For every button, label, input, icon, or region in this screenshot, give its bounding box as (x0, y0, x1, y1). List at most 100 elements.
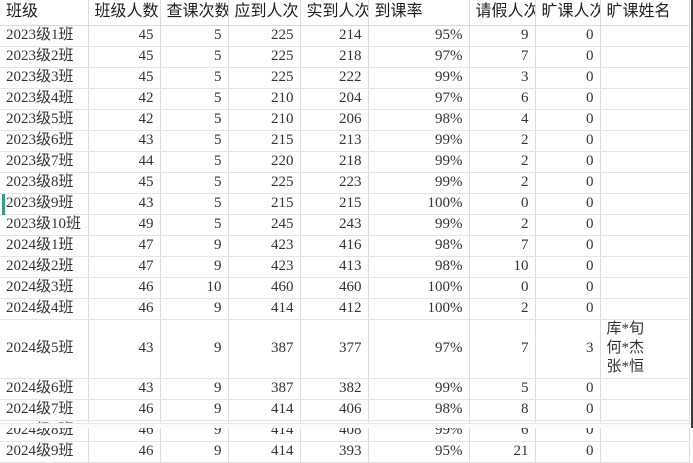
cell-checks[interactable]: 5 (160, 214, 229, 236)
cell-absent[interactable]: 0 (535, 172, 601, 194)
cell-class[interactable]: 2023级2班 (0, 46, 89, 68)
cell-names[interactable] (600, 193, 690, 215)
cell-size[interactable]: 43 (88, 319, 161, 379)
cell-absent[interactable]: 0 (535, 298, 601, 320)
cell-class[interactable]: 2023级9班 (0, 193, 89, 215)
cell-rate[interactable]: 100% (368, 298, 470, 320)
cell-absent[interactable]: 0 (535, 46, 601, 68)
cell-leave[interactable]: 7 (469, 319, 536, 379)
column-header-absent[interactable]: 旷课人次 (535, 0, 601, 26)
cell-checks[interactable]: 5 (160, 130, 229, 152)
table-row[interactable]: 2024级3班 46 10 460 460 100% 0 0 (0, 277, 690, 299)
table-row[interactable]: 2024级5班 43 9 387 377 97% 7 3 库*旬 何*杰 张*恒 (0, 319, 690, 379)
column-header-leave[interactable]: 请假人次 (469, 0, 536, 26)
cell-class[interactable]: 2024级7班 (0, 399, 89, 421)
cell-actual[interactable]: 223 (300, 172, 369, 194)
cell-checks[interactable]: 9 (160, 298, 229, 320)
cell-size[interactable]: 47 (88, 235, 161, 257)
cell-class[interactable]: 2023级8班 (0, 172, 89, 194)
cell-names[interactable] (600, 378, 690, 400)
cell-checks[interactable]: 5 (160, 46, 229, 68)
cell-actual[interactable]: 393 (300, 441, 369, 463)
cell-leave[interactable]: 7 (469, 46, 536, 68)
cell-absent[interactable]: 0 (535, 25, 601, 47)
cell-leave[interactable]: 2 (469, 172, 536, 194)
cell-leave[interactable]: 8 (469, 399, 536, 421)
cell-checks[interactable]: 5 (160, 109, 229, 131)
cell-leave[interactable]: 4 (469, 109, 536, 131)
cell-checks[interactable]: 9 (160, 399, 229, 421)
cell-expected[interactable]: 210 (228, 88, 301, 110)
cell-names[interactable] (600, 214, 690, 236)
cell-size[interactable]: 49 (88, 214, 161, 236)
cell-names[interactable] (600, 277, 690, 299)
cell-size[interactable]: 46 (88, 441, 161, 463)
cell-size[interactable]: 46 (88, 298, 161, 320)
cell-checks[interactable]: 5 (160, 151, 229, 173)
cell-actual[interactable]: 416 (300, 235, 369, 257)
cell-expected[interactable]: 245 (228, 214, 301, 236)
cell-leave[interactable]: 9 (469, 25, 536, 47)
cell-rate[interactable]: 97% (368, 319, 470, 379)
cell-leave[interactable]: 5 (469, 378, 536, 400)
cell-absent[interactable]: 0 (535, 151, 601, 173)
cell-rate[interactable]: 99% (368, 378, 470, 400)
cell-checks[interactable]: 9 (160, 256, 229, 278)
cell-size[interactable]: 45 (88, 67, 161, 89)
cell-rate[interactable]: 99% (368, 151, 470, 173)
cell-absent[interactable]: 0 (535, 193, 601, 215)
cell-expected[interactable]: 225 (228, 67, 301, 89)
cell-class[interactable]: 2024级5班 (0, 319, 89, 379)
cell-expected[interactable]: 215 (228, 193, 301, 215)
table-row[interactable]: 2023级1班 45 5 225 214 95% 9 0 (0, 25, 690, 47)
cell-rate[interactable]: 98% (368, 399, 470, 421)
cell-names[interactable] (600, 130, 690, 152)
cell-class[interactable]: 2023级6班 (0, 130, 89, 152)
cell-absent[interactable]: 0 (535, 235, 601, 257)
cell-checks[interactable]: 9 (160, 235, 229, 257)
cell-rate[interactable]: 98% (368, 235, 470, 257)
cell-class[interactable]: 2024级1班 (0, 235, 89, 257)
cell-names[interactable] (600, 256, 690, 278)
cell-size[interactable]: 43 (88, 193, 161, 215)
cell-checks[interactable]: 9 (160, 441, 229, 463)
cell-size[interactable]: 45 (88, 25, 161, 47)
cell-expected[interactable]: 387 (228, 319, 301, 379)
cell-rate[interactable]: 99% (368, 214, 470, 236)
column-header-class[interactable]: 班级 (0, 0, 89, 26)
cell-actual[interactable]: 204 (300, 88, 369, 110)
cell-expected[interactable]: 215 (228, 130, 301, 152)
cell-absent[interactable]: 0 (535, 88, 601, 110)
cell-names[interactable] (600, 109, 690, 131)
table-row[interactable]: 2023级4班 42 5 210 204 97% 6 0 (0, 88, 690, 110)
table-row[interactable]: 2024级2班 47 9 423 413 98% 10 0 (0, 256, 690, 278)
cell-expected[interactable]: 225 (228, 25, 301, 47)
table-row[interactable]: 2023级10班 49 5 245 243 99% 2 0 (0, 214, 690, 236)
cell-actual[interactable]: 218 (300, 151, 369, 173)
cell-size[interactable]: 45 (88, 172, 161, 194)
cell-actual[interactable]: 413 (300, 256, 369, 278)
cell-leave[interactable]: 10 (469, 256, 536, 278)
cell-rate[interactable]: 100% (368, 193, 470, 215)
cell-absent[interactable]: 0 (535, 109, 601, 131)
cell-class[interactable]: 2023级7班 (0, 151, 89, 173)
cell-checks[interactable]: 5 (160, 88, 229, 110)
cell-size[interactable]: 46 (88, 399, 161, 421)
cell-class[interactable]: 2024级9班 (0, 441, 89, 463)
cell-rate[interactable]: 98% (368, 109, 470, 131)
cell-actual[interactable]: 214 (300, 25, 369, 47)
cell-actual[interactable]: 206 (300, 109, 369, 131)
cell-class[interactable]: 2024级6班 (0, 378, 89, 400)
table-row[interactable]: 2023级9班 43 5 215 215 100% 0 0 (0, 193, 690, 215)
cell-absent[interactable]: 0 (535, 214, 601, 236)
cell-leave[interactable]: 21 (469, 441, 536, 463)
cell-size[interactable]: 43 (88, 378, 161, 400)
cell-actual[interactable]: 377 (300, 319, 369, 379)
cell-expected[interactable]: 414 (228, 399, 301, 421)
table-row[interactable]: 2023级7班 44 5 220 218 99% 2 0 (0, 151, 690, 173)
cell-leave[interactable]: 2 (469, 151, 536, 173)
cell-names[interactable] (600, 399, 690, 421)
cell-rate[interactable]: 97% (368, 88, 470, 110)
table-row[interactable]: 2023级5班 42 5 210 206 98% 4 0 (0, 109, 690, 131)
table-row[interactable]: 2024级6班 43 9 387 382 99% 5 0 (0, 378, 690, 400)
